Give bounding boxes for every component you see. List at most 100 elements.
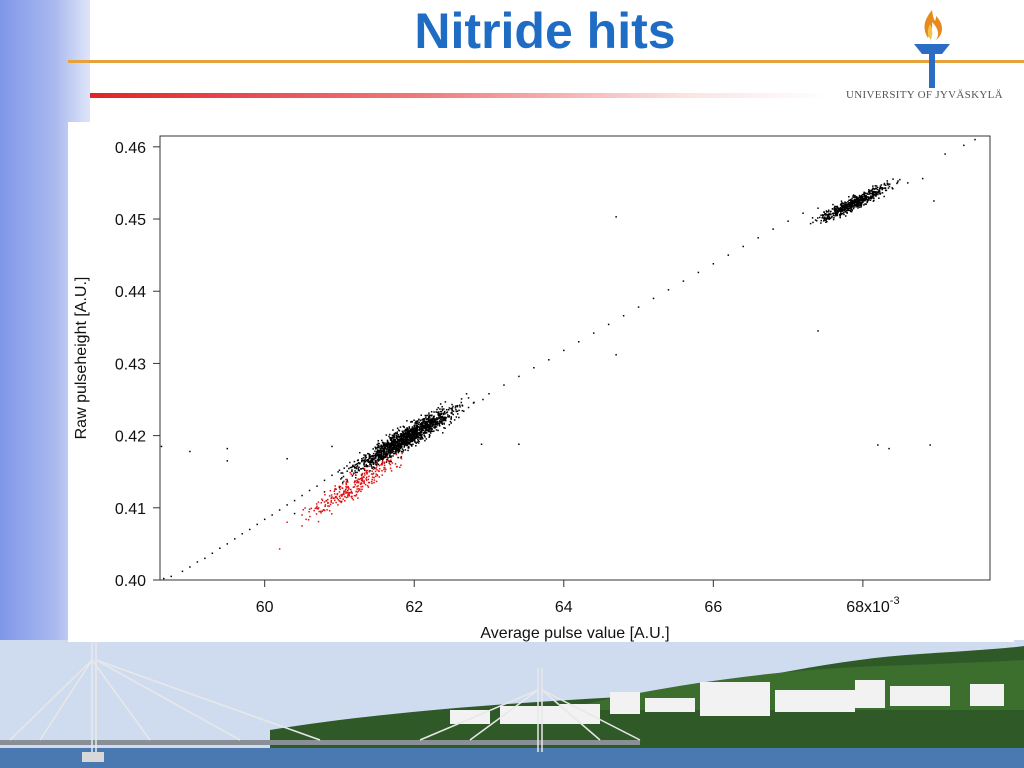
data-point xyxy=(305,518,307,521)
data-point xyxy=(839,204,842,206)
data-point xyxy=(346,481,349,483)
data-point xyxy=(860,202,863,205)
data-point xyxy=(864,195,866,198)
data-point xyxy=(367,452,369,455)
data-point xyxy=(433,423,435,425)
data-point xyxy=(437,429,439,432)
data-point xyxy=(389,453,391,456)
data-point xyxy=(327,498,329,501)
data-point xyxy=(344,495,346,498)
data-point xyxy=(403,438,406,440)
data-point xyxy=(389,467,392,470)
data-point xyxy=(834,215,836,217)
data-point xyxy=(482,398,484,401)
data-point xyxy=(356,485,358,488)
data-point xyxy=(424,425,427,427)
data-point xyxy=(323,501,326,503)
data-point xyxy=(415,445,417,447)
data-point xyxy=(840,207,843,210)
data-point xyxy=(388,443,391,445)
y-tick-label: 0.42 xyxy=(115,429,146,446)
data-point xyxy=(842,207,844,209)
data-point xyxy=(877,444,879,446)
data-point xyxy=(884,187,887,189)
data-point xyxy=(317,501,320,503)
data-point xyxy=(445,408,448,411)
data-point xyxy=(439,421,441,423)
data-point xyxy=(431,423,434,426)
data-point xyxy=(345,492,347,494)
data-point xyxy=(398,448,401,451)
data-point xyxy=(349,491,351,494)
data-point xyxy=(424,427,426,429)
data-point xyxy=(393,446,396,448)
data-point xyxy=(256,523,258,526)
data-point xyxy=(366,465,369,468)
data-point xyxy=(449,420,452,423)
data-point xyxy=(361,479,363,482)
data-point xyxy=(467,397,470,399)
data-point xyxy=(308,489,311,492)
data-point xyxy=(391,444,394,447)
data-point xyxy=(863,194,866,196)
x-tick-exponent: -3 xyxy=(890,595,900,607)
data-point xyxy=(406,443,408,445)
data-point xyxy=(389,448,391,450)
data-point xyxy=(429,430,431,433)
data-point xyxy=(351,492,354,494)
data-point xyxy=(402,436,405,439)
data-point xyxy=(395,449,397,452)
data-point xyxy=(423,425,425,428)
data-point xyxy=(438,421,440,423)
data-point xyxy=(399,447,402,450)
data-point xyxy=(845,204,848,206)
data-point xyxy=(854,199,857,201)
data-point xyxy=(347,487,350,489)
data-point xyxy=(393,440,396,443)
data-point xyxy=(427,430,429,432)
data-point xyxy=(834,211,837,213)
data-point xyxy=(336,492,339,495)
data-point xyxy=(356,479,358,482)
data-point xyxy=(840,213,842,216)
data-point xyxy=(343,480,345,483)
data-point xyxy=(444,401,447,403)
data-point xyxy=(397,443,400,446)
data-point xyxy=(413,433,416,436)
data-point xyxy=(849,203,851,206)
data-point xyxy=(844,201,846,203)
data-point xyxy=(667,289,670,291)
data-point xyxy=(356,471,358,474)
data-point xyxy=(873,188,876,190)
data-point xyxy=(854,200,857,203)
data-point xyxy=(443,411,446,414)
data-point xyxy=(394,452,396,455)
data-point xyxy=(399,426,402,428)
data-point xyxy=(421,423,424,426)
data-point xyxy=(358,466,360,468)
data-point xyxy=(863,191,865,194)
data-point xyxy=(431,423,433,425)
data-point xyxy=(423,434,425,436)
data-point xyxy=(356,491,359,493)
data-point xyxy=(345,482,347,484)
data-point xyxy=(308,510,310,513)
data-point xyxy=(444,416,446,418)
data-point xyxy=(354,471,357,474)
data-point xyxy=(836,212,839,214)
data-point xyxy=(330,501,332,503)
data-point xyxy=(833,212,835,215)
data-point xyxy=(825,219,827,221)
data-point xyxy=(378,476,381,478)
data-point xyxy=(413,434,416,436)
data-point xyxy=(345,483,347,486)
data-point xyxy=(843,213,845,216)
data-point xyxy=(883,187,885,190)
data-point xyxy=(328,509,331,512)
data-point xyxy=(400,456,403,458)
data-point xyxy=(383,448,385,450)
data-point xyxy=(333,490,336,493)
data-point xyxy=(435,418,438,421)
data-point xyxy=(365,456,368,459)
campus-photo xyxy=(0,640,1024,768)
